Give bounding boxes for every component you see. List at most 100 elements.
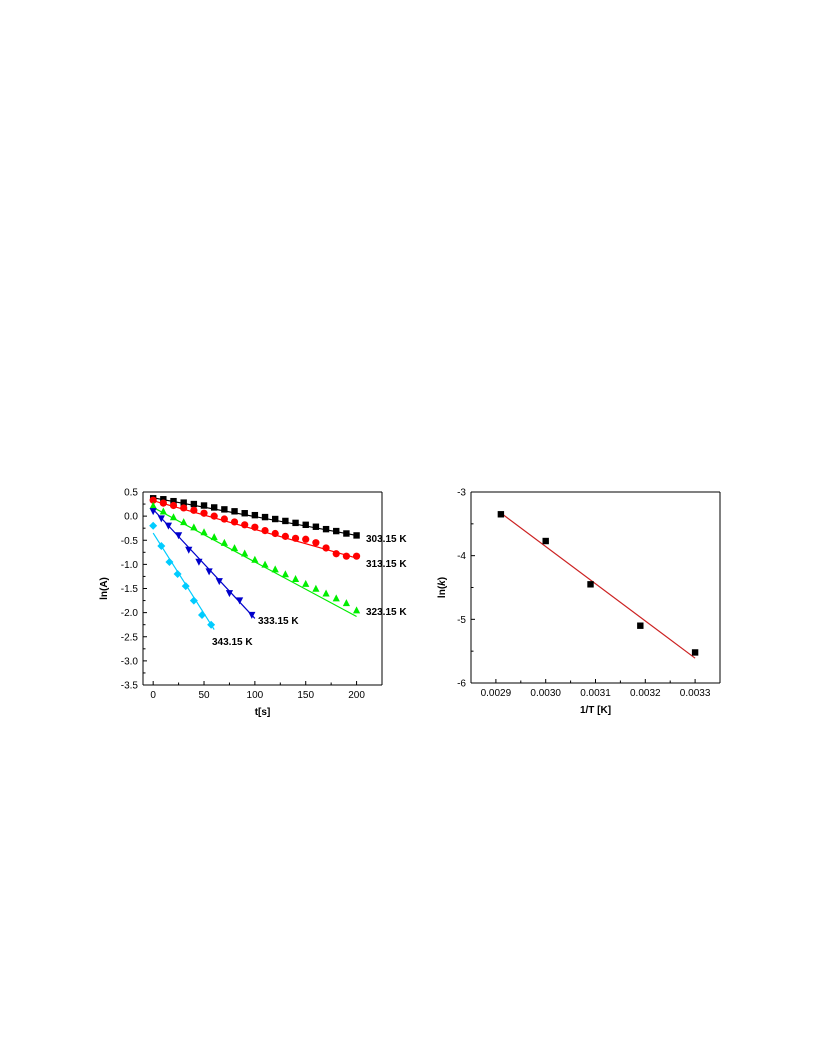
x-tick-label: 150 — [297, 690, 314, 701]
data-point — [587, 581, 594, 588]
data-point — [169, 513, 178, 521]
y-axis-title-variable: k — [437, 580, 448, 586]
data-point — [174, 532, 183, 540]
x-tick-label: 0.0029 — [481, 688, 512, 699]
data-point — [165, 557, 174, 566]
data-point — [332, 594, 340, 602]
y-tick-label: 0.5 — [124, 488, 138, 499]
series-label: 343.15 K — [212, 637, 253, 648]
fit-line — [500, 512, 696, 659]
x-tick-label: 0.0031 — [580, 688, 611, 699]
data-point — [302, 535, 310, 543]
data-point — [225, 590, 234, 598]
data-point — [200, 509, 208, 517]
data-point — [220, 538, 228, 546]
y-tick-label: -3 — [457, 488, 466, 499]
chart-arrhenius-plot: -3 -4 -5 -6 0.0029 0.0030 0.0031 0.0032 0.0033 1/… — [437, 488, 721, 716]
y-axis-title-prefix: ln( — [437, 585, 448, 598]
y-tick-label: -2.0 — [121, 608, 139, 619]
data-point — [159, 507, 167, 515]
data-point — [197, 611, 206, 620]
data-point — [205, 568, 213, 576]
data-point — [164, 522, 173, 530]
data-point — [333, 527, 340, 535]
data-point — [190, 500, 198, 508]
data-point — [231, 508, 238, 515]
x-tick-label: 100 — [247, 690, 264, 701]
data-point — [160, 496, 167, 503]
y-axis-title-suffix: ) — [437, 577, 448, 580]
data-point — [189, 596, 198, 605]
data-point — [332, 550, 340, 558]
series-ln-k — [497, 511, 699, 656]
data-point — [180, 504, 188, 512]
data-point — [159, 499, 167, 507]
data-point — [272, 515, 279, 523]
data-point — [185, 546, 193, 554]
y-tick-label: -5 — [457, 615, 466, 626]
data-point — [261, 560, 269, 568]
chart-ln-a-vs-time: 0.5 0.0 -0.5 -1.0 -1.5 -2.0 -2.5 -3.0 -3.5 0 50 100… — [99, 488, 407, 719]
data-point — [292, 519, 299, 527]
data-point — [221, 506, 228, 513]
series-303-15-k: 303.15 K — [149, 495, 407, 545]
data-point — [271, 529, 279, 538]
y-tick-label: -1.0 — [121, 560, 139, 571]
data-point — [251, 511, 259, 519]
data-point — [302, 521, 309, 529]
series-label: 313.15 K — [366, 559, 407, 570]
y-tick-label: -2.5 — [121, 632, 139, 643]
data-point — [200, 528, 208, 536]
x-tick-label: 0 — [150, 690, 156, 701]
data-point — [210, 504, 218, 511]
x-tick-label: 0.0033 — [680, 688, 711, 699]
series-333-15-k: 333.15 K — [149, 508, 299, 627]
data-point — [322, 589, 330, 597]
y-tick-label: -6 — [457, 679, 466, 690]
data-point — [200, 502, 208, 509]
y-axis-title: ln(A) — [99, 577, 110, 600]
y-tick-label: -4 — [457, 551, 466, 562]
data-point — [248, 611, 256, 619]
data-point — [157, 515, 165, 523]
series-label: 333.15 K — [258, 616, 299, 627]
series-label: 303.15 K — [366, 534, 407, 545]
data-point — [353, 532, 360, 539]
data-point — [282, 517, 289, 525]
y-tick-label: -0.5 — [121, 536, 139, 547]
data-point — [241, 521, 249, 529]
data-point — [637, 622, 644, 629]
data-point — [241, 549, 249, 557]
y-tick-label: -3.0 — [121, 656, 139, 667]
data-point — [261, 513, 269, 521]
x-tick-label: 0.0030 — [530, 688, 561, 699]
y-axis-title: ln(k) — [437, 577, 448, 598]
data-point — [220, 515, 228, 523]
series-313-15-k: 313.15 K — [149, 496, 407, 570]
x-tick-label: 200 — [348, 690, 365, 701]
data-point — [691, 649, 699, 656]
data-point — [251, 523, 259, 531]
data-point — [281, 532, 289, 540]
data-point — [215, 578, 223, 586]
data-point — [322, 544, 330, 552]
data-point — [149, 508, 157, 516]
data-point — [149, 501, 157, 509]
data-point — [207, 620, 216, 629]
data-point — [190, 523, 198, 531]
data-point — [169, 501, 178, 510]
data-point — [157, 542, 166, 551]
data-point — [251, 555, 259, 563]
series-label: 323.15 K — [366, 607, 407, 618]
data-point — [170, 497, 177, 505]
data-point — [271, 565, 279, 573]
data-point — [180, 518, 188, 526]
y-tick-label: -1.5 — [121, 584, 139, 595]
data-point — [190, 506, 198, 514]
data-point — [149, 521, 158, 530]
data-point — [230, 544, 239, 552]
series-343-15-k: 343.15 K — [149, 521, 253, 648]
data-point — [342, 552, 351, 560]
